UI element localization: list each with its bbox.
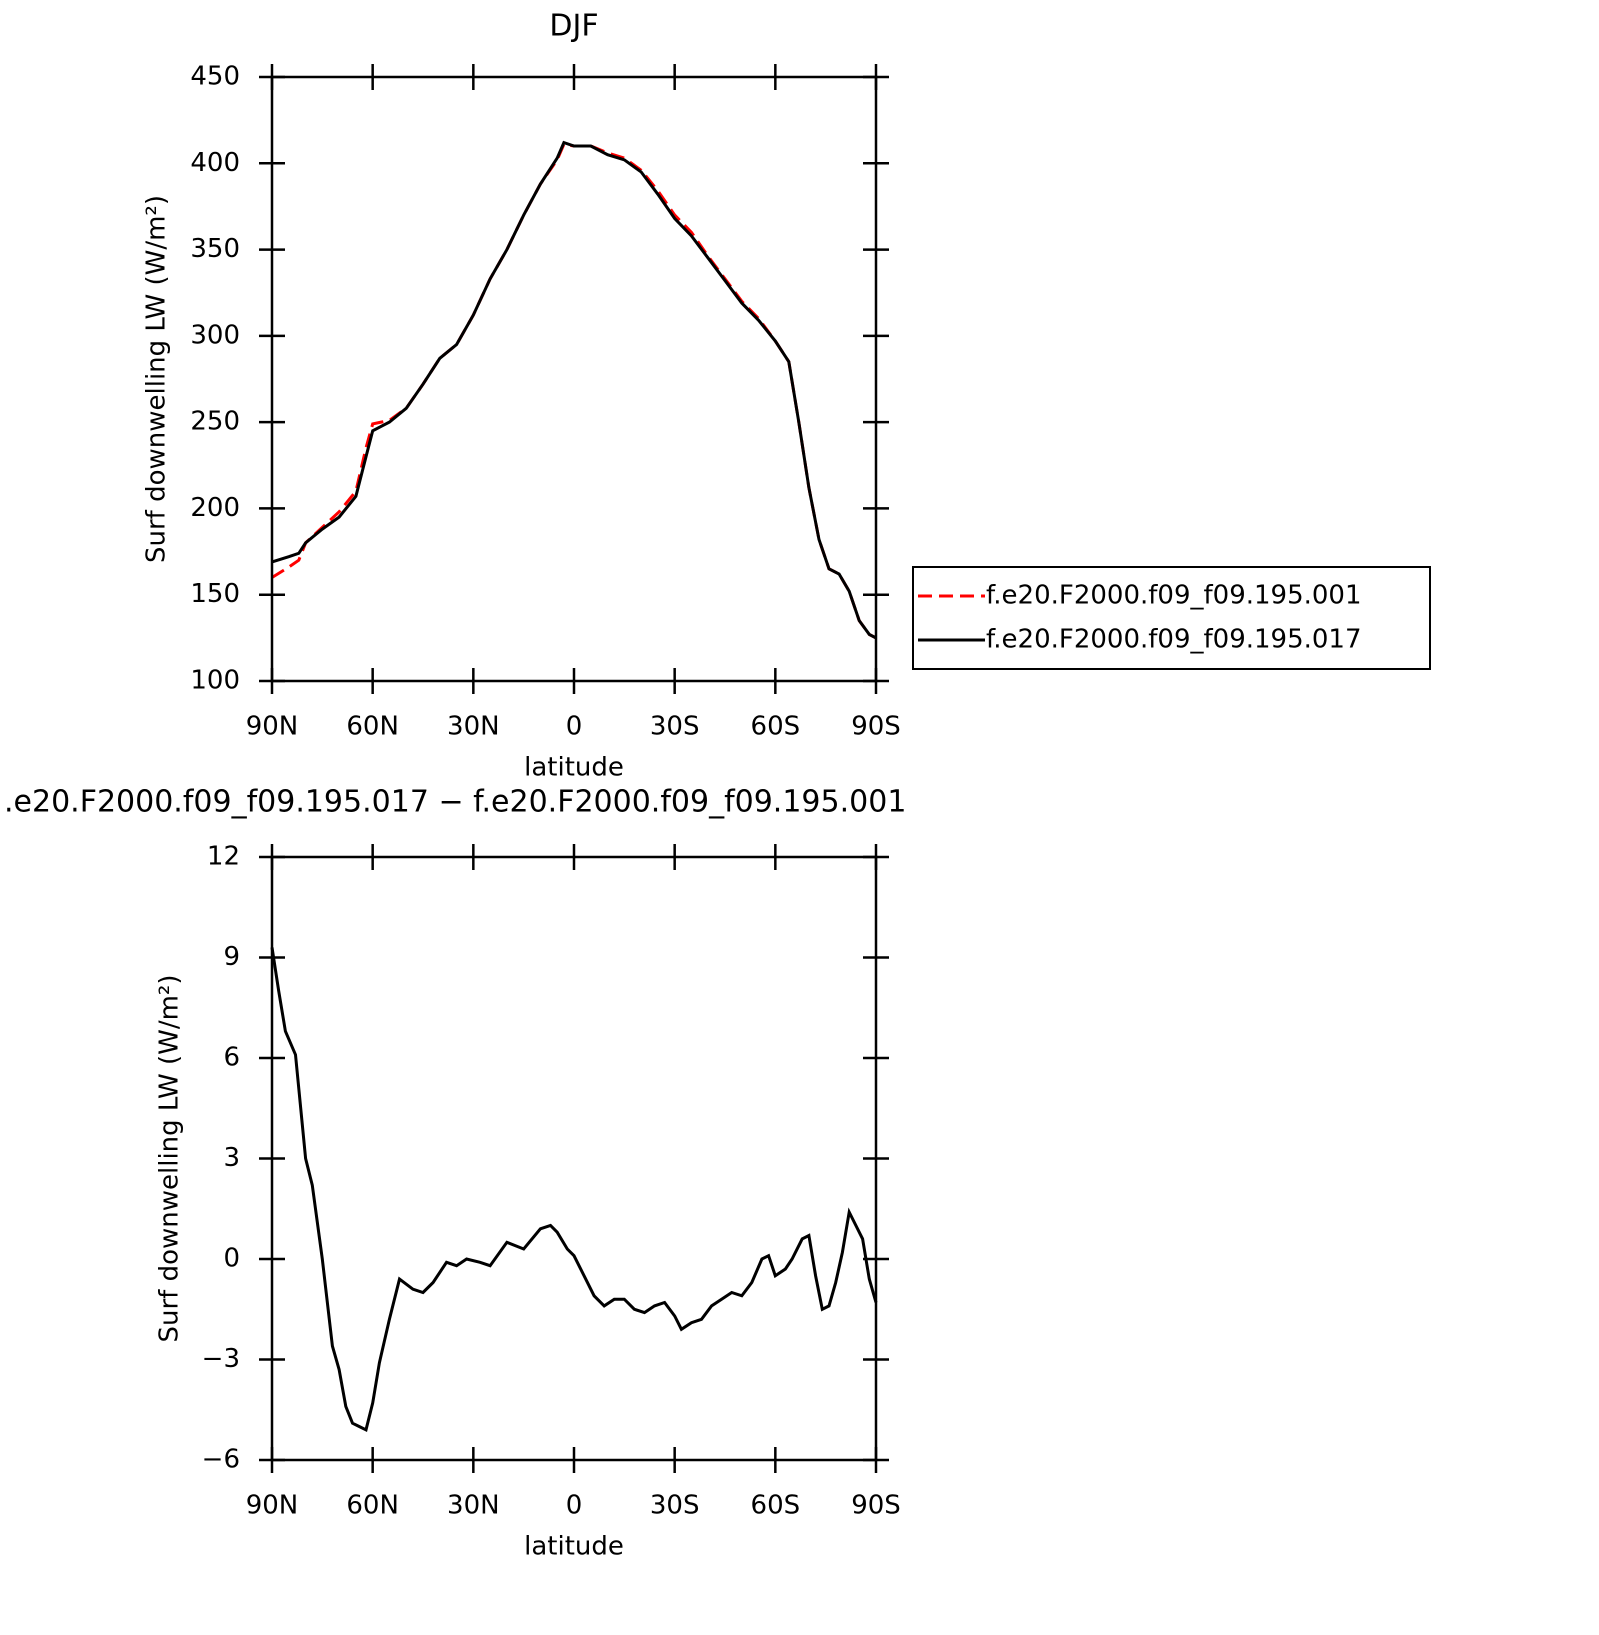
y-tick-label: 6 [223,1043,240,1073]
x-tick-label: 60S [751,1491,801,1521]
y-tick-label: 9 [223,942,240,972]
x-tick-label: 60N [346,712,399,742]
y-tick-label: −6 [202,1445,240,1475]
x-tick-label: 30S [650,1491,700,1521]
y-tick-label: 150 [190,579,240,609]
chart-title: .e20.F2000.f09_f09.195.017 − f.e20.F2000… [4,785,906,820]
y-tick-label: 250 [190,407,240,437]
y-tick-label: 350 [190,234,240,264]
x-tick-label: 90N [246,1491,299,1521]
y-tick-label: 300 [190,320,240,350]
data-line [271,140,877,640]
x-tick-label: 60N [346,1491,399,1521]
y-tick-label: 12 [207,842,240,872]
legend-label: f.e20.F2000.f09_f09.195.001 [986,581,1362,611]
y-tick-label: 200 [190,493,240,523]
y-tick-label: 100 [190,666,240,696]
legend-label: f.e20.F2000.f09_f09.195.017 [986,625,1362,655]
plot-frame [270,75,878,683]
y-tick-label: 0 [223,1244,240,1274]
x-axis-label: latitude [524,753,624,783]
y-tick-label: 400 [190,148,240,178]
x-tick-label: 0 [566,1491,583,1521]
y-axis-label: Surf downwelling LW (W/m²) [142,195,172,563]
y-axis-label: Surf downwelling LW (W/m²) [155,975,185,1343]
y-tick-label: −3 [202,1344,240,1374]
x-tick-label: 90S [851,1491,901,1521]
y-tick-label: 450 [190,62,240,92]
legend-box [912,566,1431,670]
plot-frame [270,855,878,1462]
x-tick-label: 90S [851,712,901,742]
x-tick-label: 0 [566,712,583,742]
x-tick-label: 30N [447,1491,500,1521]
y-tick-label: 3 [223,1143,240,1173]
data-line [271,142,877,640]
data-line [270,947,878,1432]
x-tick-label: 90N [246,712,299,742]
x-tick-label: 30N [447,712,500,742]
chart-title: DJF [549,9,598,44]
x-axis-label: latitude [524,1532,624,1562]
x-tick-label: 60S [751,712,801,742]
x-tick-label: 30S [650,712,700,742]
